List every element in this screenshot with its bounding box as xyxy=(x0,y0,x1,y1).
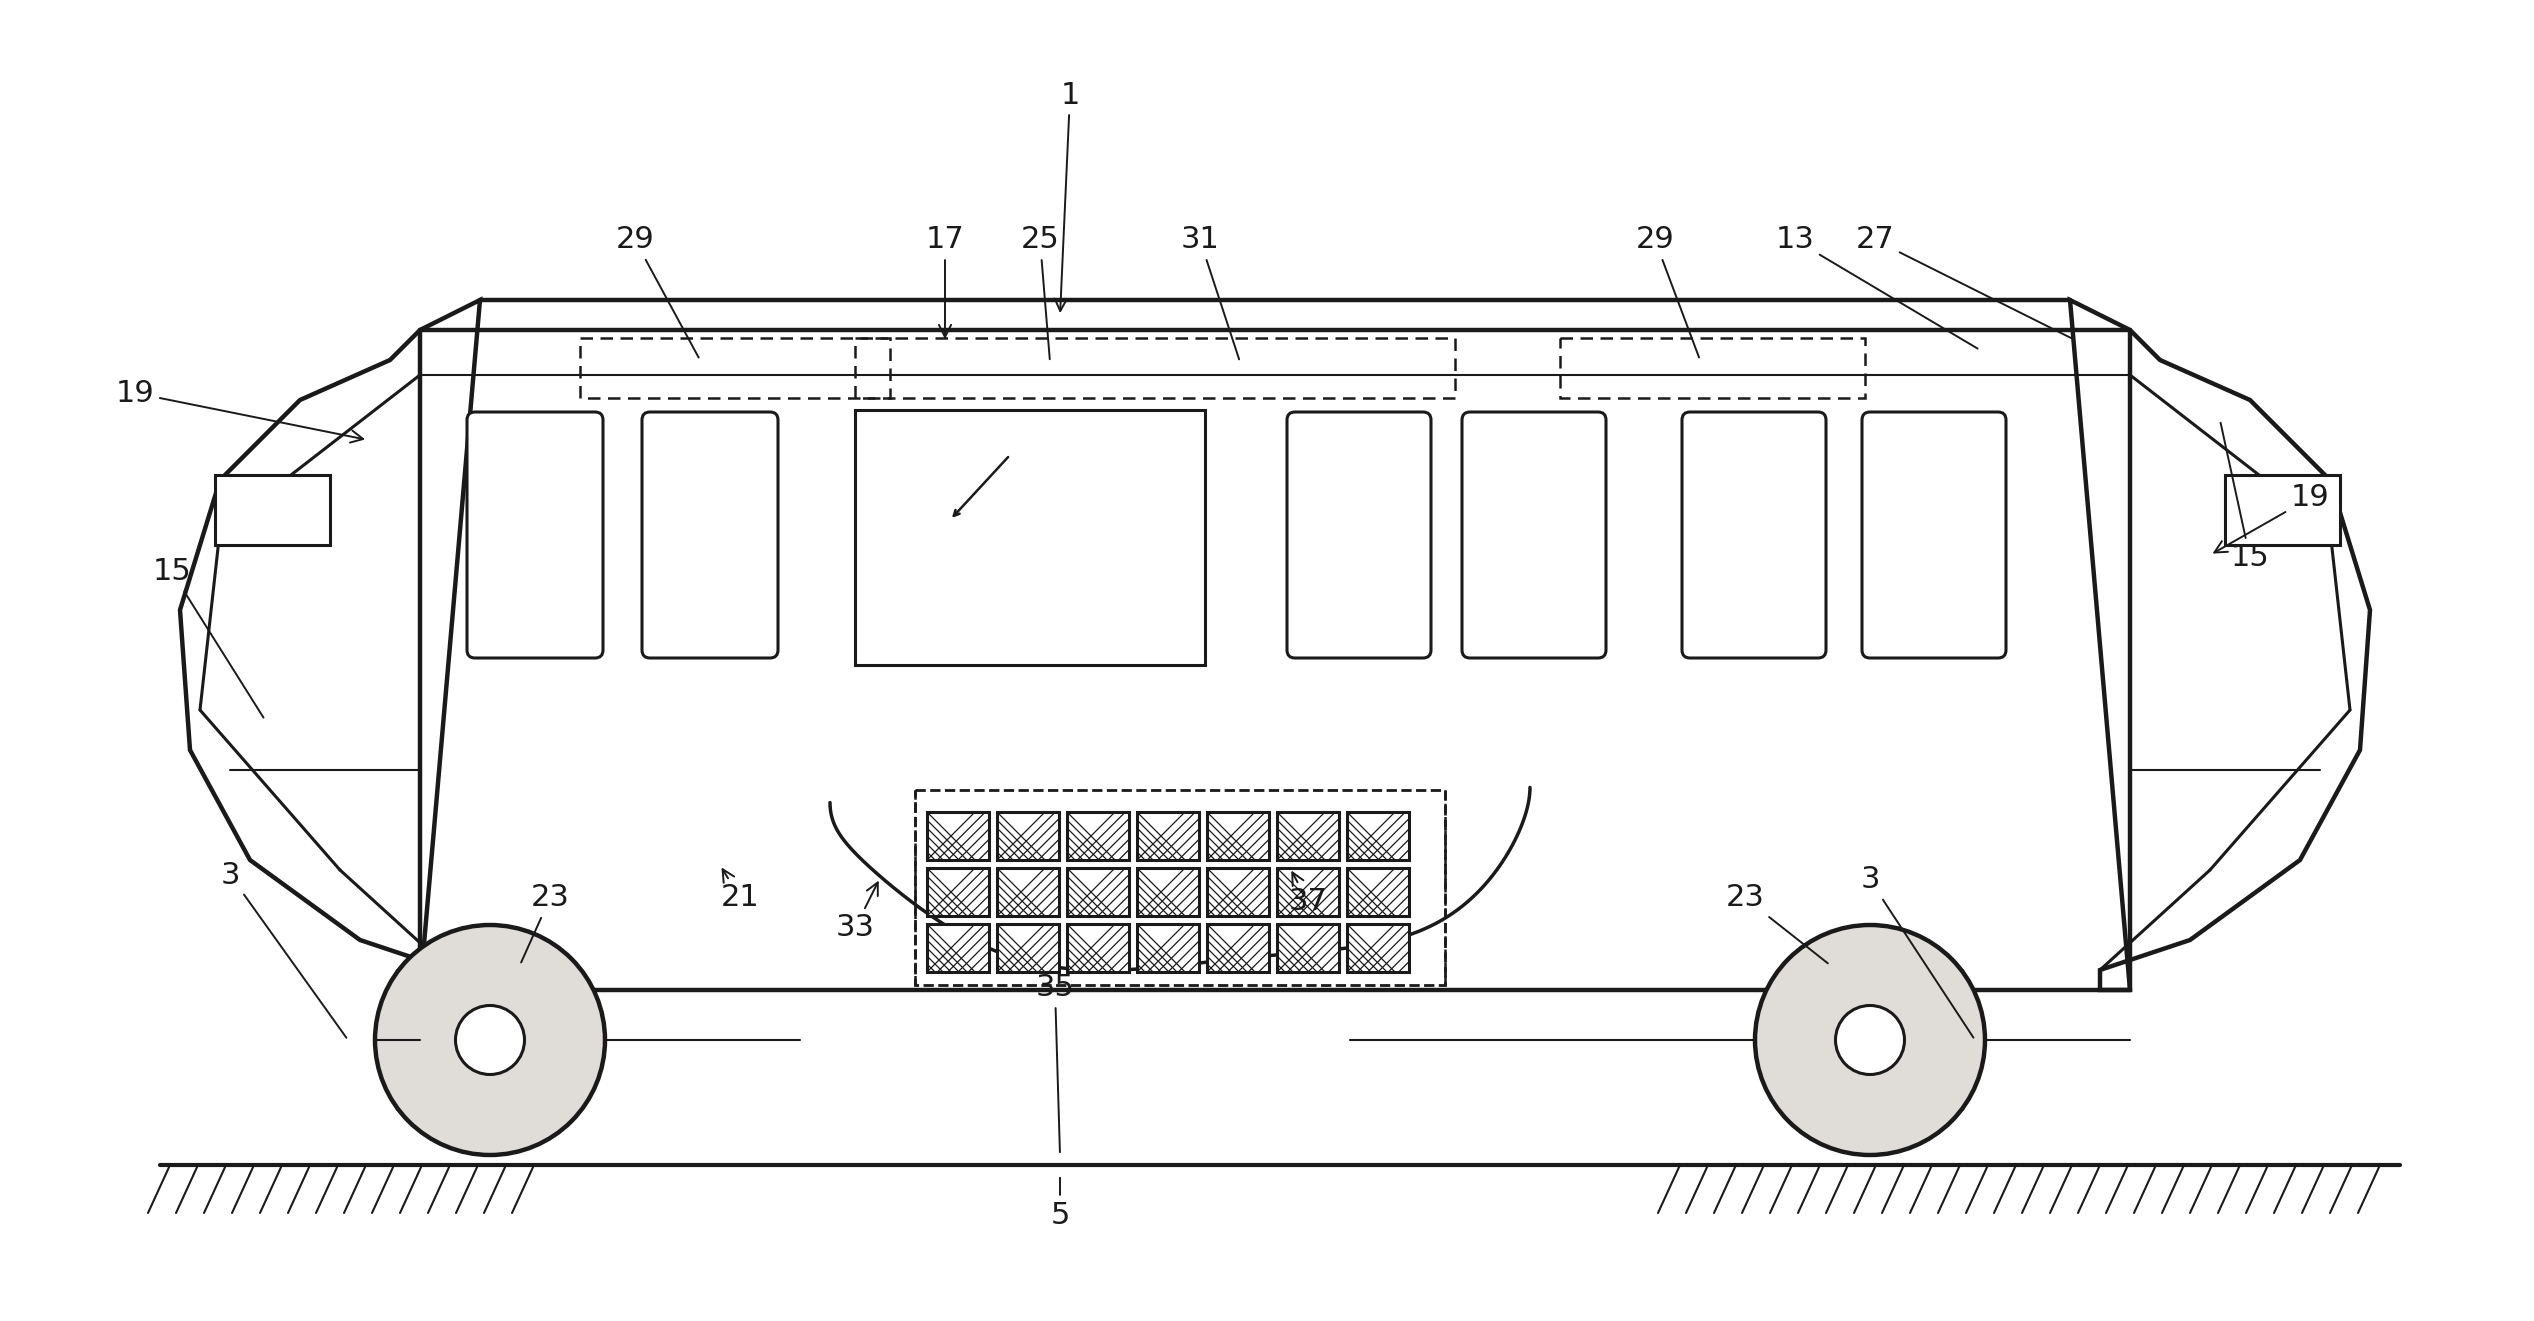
Bar xyxy=(1067,923,1130,972)
Text: 19: 19 xyxy=(117,379,362,443)
Bar xyxy=(1348,812,1409,860)
Circle shape xyxy=(1756,925,1984,1155)
Bar xyxy=(927,868,988,915)
Circle shape xyxy=(456,1005,525,1074)
Polygon shape xyxy=(2070,300,2369,989)
Text: 13: 13 xyxy=(1776,226,1977,349)
Bar xyxy=(915,790,1444,985)
Polygon shape xyxy=(180,300,479,989)
Bar xyxy=(1277,812,1338,860)
FancyBboxPatch shape xyxy=(1683,412,1827,658)
FancyBboxPatch shape xyxy=(1287,412,1432,658)
Bar xyxy=(1348,868,1409,915)
Bar xyxy=(1348,923,1409,972)
Bar xyxy=(1206,812,1270,860)
Bar xyxy=(996,812,1059,860)
Bar xyxy=(1138,868,1199,915)
Text: 29: 29 xyxy=(616,226,699,358)
Text: 31: 31 xyxy=(1181,226,1239,359)
Bar xyxy=(1277,868,1338,915)
Text: 5: 5 xyxy=(1049,1178,1069,1230)
Bar xyxy=(1206,868,1270,915)
FancyBboxPatch shape xyxy=(641,412,778,658)
Bar xyxy=(854,410,1206,664)
Text: 15: 15 xyxy=(2220,423,2270,572)
Bar xyxy=(927,923,988,972)
Text: 3: 3 xyxy=(220,860,347,1038)
Text: 21: 21 xyxy=(720,869,760,913)
Text: 29: 29 xyxy=(1634,226,1698,358)
Bar xyxy=(996,923,1059,972)
Bar xyxy=(1206,923,1270,972)
Text: 35: 35 xyxy=(1036,974,1074,1152)
Text: 33: 33 xyxy=(836,882,877,942)
FancyBboxPatch shape xyxy=(466,412,603,658)
Text: 15: 15 xyxy=(152,557,264,717)
Bar xyxy=(1138,812,1199,860)
Bar xyxy=(1561,338,1865,398)
Text: 3: 3 xyxy=(1860,865,1974,1038)
FancyBboxPatch shape xyxy=(1862,412,2007,658)
Text: 25: 25 xyxy=(1021,226,1059,359)
Bar xyxy=(580,338,889,398)
Bar xyxy=(927,812,988,860)
Bar xyxy=(215,476,329,546)
Text: 37: 37 xyxy=(1290,872,1328,917)
Text: 27: 27 xyxy=(1855,226,2073,338)
Bar xyxy=(1067,812,1130,860)
Circle shape xyxy=(375,925,606,1155)
Text: 23: 23 xyxy=(1726,884,1827,963)
Bar xyxy=(1277,923,1338,972)
Bar xyxy=(854,338,1455,398)
Text: 23: 23 xyxy=(522,884,570,963)
Bar xyxy=(996,868,1059,915)
Text: 17: 17 xyxy=(925,226,965,337)
Bar xyxy=(1138,923,1199,972)
Circle shape xyxy=(1835,1005,1906,1074)
Text: 19: 19 xyxy=(2215,483,2329,552)
Bar xyxy=(1067,868,1130,915)
Bar xyxy=(2225,476,2339,546)
FancyBboxPatch shape xyxy=(1462,412,1607,658)
Text: 1: 1 xyxy=(1054,81,1079,310)
